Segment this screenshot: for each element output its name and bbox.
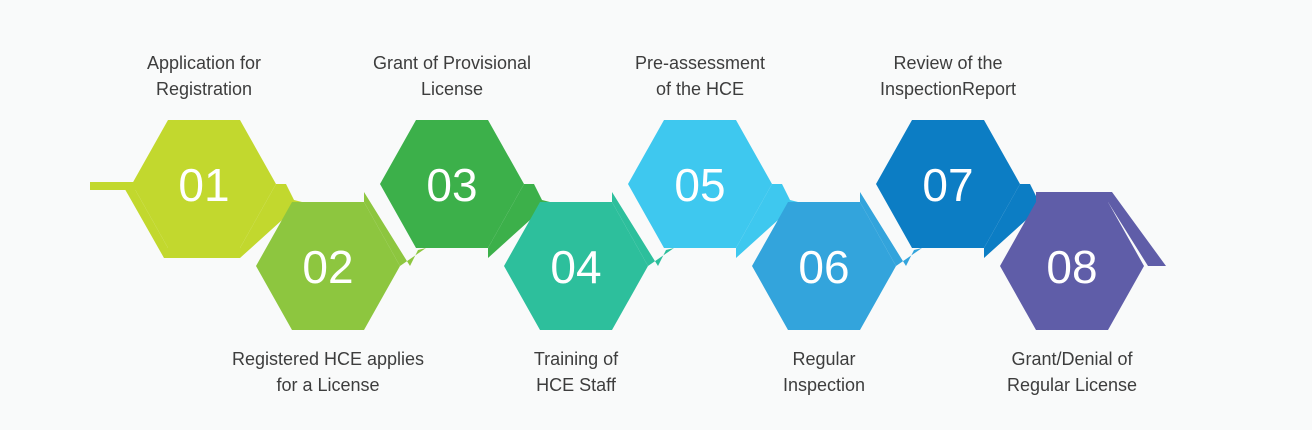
step-06-hexagon: 06 [752,202,896,330]
step-03-hexagon: 03 [380,120,524,248]
hexagon-shape [876,120,1020,248]
step-05-label: Pre-assessment of the HCE [570,50,830,102]
step-08-hexagon: 08 [1000,202,1144,330]
label-line: Application for [146,53,262,73]
connector-band-02 [364,192,426,266]
step-02-label: Registered HCE applies for a License [198,346,458,398]
label-line: Pre-assessment [634,53,766,73]
step-04-hexagon: 04 [504,202,648,330]
step-number: 02 [302,241,353,293]
label-line: of the HCE [655,79,745,99]
label-line: for a License [276,375,380,395]
connector-band-03 [488,184,550,258]
step-08-label: Grant/Denial of Regular License [942,346,1202,398]
step-number: 06 [798,241,849,293]
connector-bands [90,182,1166,266]
hexagon-shape [132,120,276,248]
lead-in-line [90,182,136,190]
step-03-label: Grant of Provisional License [322,50,582,102]
label-line: Review of the [893,53,1003,73]
lead-out-band [1036,192,1166,266]
hexagon-shape [380,120,524,248]
label-line: License [420,79,484,99]
label-line: Registration [155,79,253,99]
step-number: 07 [922,159,973,211]
lead-in-band [90,184,240,258]
step-07-label: Review of the InspectionReport [818,50,1078,102]
step-06-label: Regular Inspection [694,346,954,398]
label-line: Training of [533,349,619,369]
step-hexagons: 01 02 03 04 05 06 07 08 [132,120,1144,330]
hexagon-shape [1000,202,1144,330]
label-line: Inspection [782,375,866,395]
step-number: 01 [178,159,229,211]
hexagon-shape [256,202,400,330]
step-07-hexagon: 07 [876,120,1020,248]
label-line: Regular License [1006,375,1138,395]
step-number: 05 [674,159,725,211]
step-number: 04 [550,241,601,293]
step-number: 08 [1046,241,1097,293]
hexagon-shape [504,202,648,330]
step-05-hexagon: 05 [628,120,772,248]
connector-band-01 [240,184,302,258]
hexagon-shape [752,202,896,330]
step-01-label: Application for Registration [74,50,334,102]
hexagon-shape [628,120,772,248]
connector-band-04 [612,192,674,266]
step-number: 03 [426,159,477,211]
step-04-label: Training of HCE Staff [446,346,706,398]
label-line: Grant of Provisional [372,53,532,73]
step-02-hexagon: 02 [256,202,400,330]
label-line: HCE Staff [536,375,616,395]
label-line: InspectionReport [879,79,1017,99]
label-line: Grant/Denial of [1011,349,1133,369]
connector-band-05 [736,184,798,258]
connector-band-06 [860,192,922,266]
connector-band-07 [984,184,1046,258]
label-line: Regular [792,349,856,369]
step-01-hexagon: 01 [132,120,276,248]
label-line: Registered HCE applies [231,349,425,369]
